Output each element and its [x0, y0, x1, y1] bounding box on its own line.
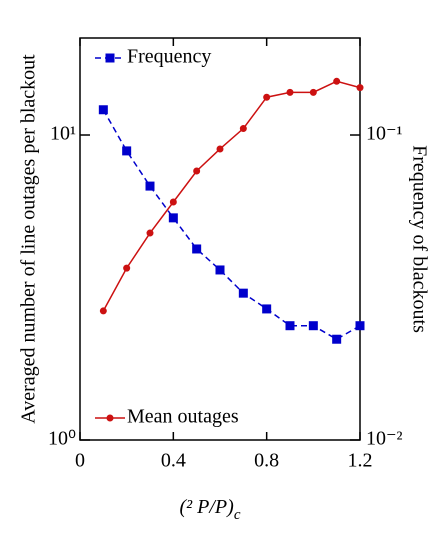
legend-marker [106, 414, 114, 422]
series-line [102, 80, 361, 312]
marker [355, 321, 365, 331]
marker [99, 307, 107, 315]
x-tick-label: 1.2 [348, 450, 373, 472]
marker [332, 334, 342, 344]
y2-axis-label: Frequency of blackouts [408, 145, 430, 333]
x-label-sub: c [234, 507, 241, 523]
marker [239, 125, 247, 133]
marker [286, 88, 294, 96]
x-label-main: (² P/P) [180, 496, 235, 518]
marker [98, 105, 108, 115]
marker [146, 229, 154, 237]
marker [216, 145, 224, 153]
marker [309, 88, 317, 96]
marker [215, 265, 225, 275]
marker [285, 321, 295, 331]
legend-label: Frequency [127, 46, 211, 68]
x-tick-label: 0 [75, 450, 85, 472]
marker [145, 181, 155, 191]
marker [262, 304, 272, 314]
y2-tick-label: 10⁻¹ [366, 123, 403, 145]
marker [238, 288, 248, 298]
marker [192, 244, 202, 254]
marker [123, 264, 131, 272]
marker [263, 93, 271, 101]
series-line [102, 109, 361, 341]
marker [168, 213, 178, 223]
marker [122, 146, 132, 156]
marker [169, 198, 177, 206]
legend-label: Mean outages [127, 406, 239, 428]
legend-marker [105, 53, 115, 63]
plot-frame [79, 37, 361, 441]
y-axis-label: Averaged number of line outages per blac… [18, 54, 40, 424]
y-tick-label: 10¹ [50, 123, 76, 145]
marker [333, 77, 341, 85]
marker [193, 167, 201, 175]
y2-tick-label: 10⁻² [366, 428, 403, 450]
y-tick-label: 10⁰ [48, 428, 76, 450]
marker [356, 84, 364, 92]
x-tick-label: 0.4 [161, 450, 186, 472]
x-tick-label: 0.8 [254, 450, 279, 472]
x-axis-label: (² P/P)c [180, 496, 241, 524]
marker [308, 321, 318, 331]
